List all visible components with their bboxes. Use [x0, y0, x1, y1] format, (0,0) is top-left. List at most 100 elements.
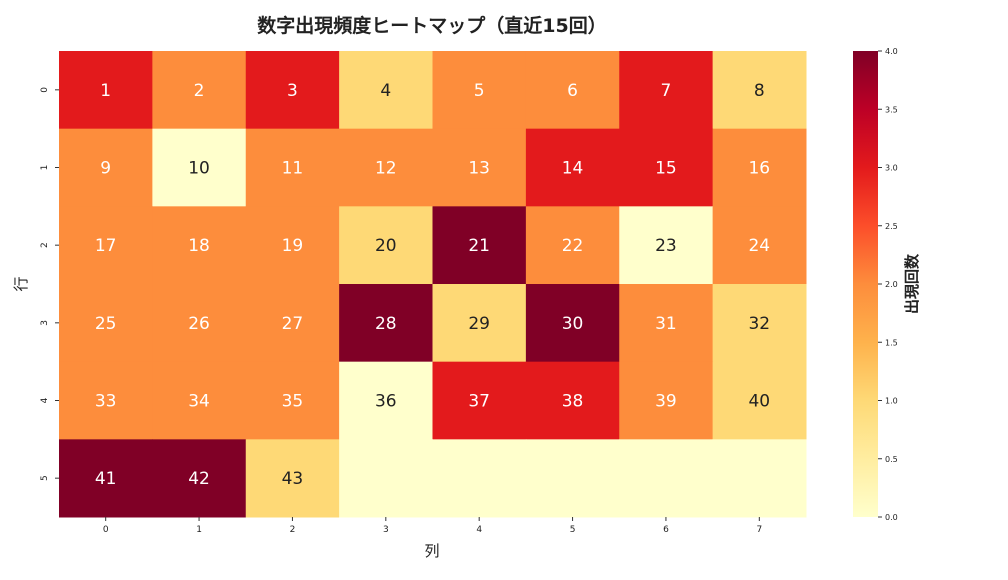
cell-annotation: 6 — [567, 81, 578, 101]
heatmap-cell — [712, 284, 807, 363]
cell-annotation: 26 — [188, 314, 210, 334]
cell-annotation: 18 — [188, 236, 210, 256]
cell-annotation: 29 — [468, 314, 490, 334]
heatmap-cell — [712, 439, 807, 518]
x-tick-label: 7 — [756, 525, 762, 535]
cell-annotation: 15 — [655, 159, 677, 179]
heatmap-cell — [712, 361, 807, 440]
heatmap-cell — [59, 51, 153, 130]
cell-annotation: 25 — [95, 314, 117, 334]
heatmap-cell — [245, 206, 340, 285]
cell-annotation: 11 — [282, 159, 304, 179]
cell-annotation: 37 — [468, 392, 490, 412]
heatmap-cell — [339, 439, 433, 518]
x-tick-label: 2 — [290, 525, 296, 535]
cell-annotation: 20 — [375, 236, 397, 256]
cell-annotation: 19 — [282, 236, 304, 256]
heatmap-cell — [245, 439, 340, 518]
colorbar — [853, 51, 878, 517]
cell-annotation: 28 — [375, 314, 397, 334]
cell-annotation: 24 — [748, 236, 770, 256]
y-tick-label: 2 — [40, 242, 50, 248]
heatmap-cell — [619, 128, 714, 207]
heatmap-cell — [59, 206, 153, 285]
x-tick-label: 6 — [663, 525, 669, 535]
cell-annotation: 8 — [754, 81, 765, 101]
heatmap-cell — [619, 361, 714, 440]
heatmap-cell — [712, 128, 807, 207]
x-tick-label: 4 — [476, 525, 482, 535]
heatmap-cell — [432, 284, 527, 363]
x-tick-label: 0 — [103, 525, 109, 535]
heatmap-cell — [152, 361, 247, 440]
cell-annotation: 1 — [100, 81, 111, 101]
heatmap-cell — [59, 284, 153, 363]
heatmap-cell — [525, 439, 620, 518]
y-tick-label: 5 — [40, 475, 50, 481]
heatmap-cell — [432, 128, 527, 207]
x-tick-label: 1 — [196, 525, 202, 535]
heatmap-cell — [432, 51, 527, 130]
cell-annotation: 3 — [287, 81, 298, 101]
y-tick-label: 0 — [40, 87, 50, 93]
colorbar-tick-label: 0.5 — [885, 455, 898, 464]
heatmap-cell — [525, 51, 620, 130]
chart-title: 数字出現頻度ヒートマップ（直近15回） — [257, 14, 606, 37]
heatmap-cell — [59, 361, 153, 440]
x-tick-label: 5 — [570, 525, 576, 535]
heatmap-cell — [619, 439, 714, 518]
cell-annotation: 17 — [95, 236, 117, 256]
cell-annotation: 12 — [375, 159, 397, 179]
cell-annotation: 27 — [282, 314, 304, 334]
cell-annotation: 42 — [188, 469, 210, 489]
colorbar-label: 出現回数 — [903, 253, 921, 314]
heatmap-cell — [525, 128, 620, 207]
heatmap-cell — [525, 361, 620, 440]
cell-annotation: 41 — [95, 469, 117, 489]
heatmap-cell — [152, 206, 247, 285]
cell-annotation: 21 — [468, 236, 490, 256]
heatmap-cell — [59, 439, 153, 518]
heatmap-cell — [59, 128, 153, 207]
colorbar-tick-label: 1.0 — [885, 397, 898, 406]
heatmap-cell — [432, 361, 527, 440]
y-tick-label: 4 — [40, 397, 50, 403]
cell-annotation: 36 — [375, 392, 397, 412]
colorbar-tick-label: 3.0 — [885, 164, 898, 173]
colorbar-tick-label: 4.0 — [885, 47, 898, 56]
heatmap-cell — [432, 439, 527, 518]
heatmap-cell — [339, 361, 433, 440]
heatmap-cell — [712, 206, 807, 285]
heatmap-cell — [152, 439, 247, 518]
heatmap-cell — [619, 206, 714, 285]
cell-annotation: 40 — [748, 392, 770, 412]
cell-annotation: 13 — [468, 159, 490, 179]
cell-annotation: 9 — [100, 159, 111, 179]
heatmap-cell — [525, 284, 620, 363]
cell-annotation: 39 — [655, 392, 677, 412]
colorbar-tick-label: 2.5 — [885, 222, 898, 231]
colorbar-tick-label: 2.0 — [885, 280, 898, 289]
heatmap-cell — [245, 51, 340, 130]
cell-annotation: 43 — [282, 469, 304, 489]
x-axis-label: 列 — [424, 542, 439, 560]
heatmap-cell — [245, 128, 340, 207]
heatmap-cell — [339, 284, 433, 363]
cell-annotation: 38 — [562, 392, 584, 412]
colorbar-tick-label: 1.5 — [885, 338, 898, 347]
heatmap-cell — [619, 284, 714, 363]
cell-annotation: 23 — [655, 236, 677, 256]
cell-annotation: 34 — [188, 392, 210, 412]
heatmap-cell — [619, 51, 714, 130]
cell-annotation: 32 — [748, 314, 770, 334]
cell-annotation: 5 — [474, 81, 485, 101]
colorbar-tick-label: 3.5 — [885, 105, 898, 114]
cell-annotation: 4 — [380, 81, 391, 101]
cell-annotation: 16 — [748, 159, 770, 179]
heatmap-cell — [152, 284, 247, 363]
heatmap-cell — [712, 51, 807, 130]
cell-annotation: 30 — [562, 314, 584, 334]
colorbar-tick-label: 0.0 — [885, 513, 898, 522]
